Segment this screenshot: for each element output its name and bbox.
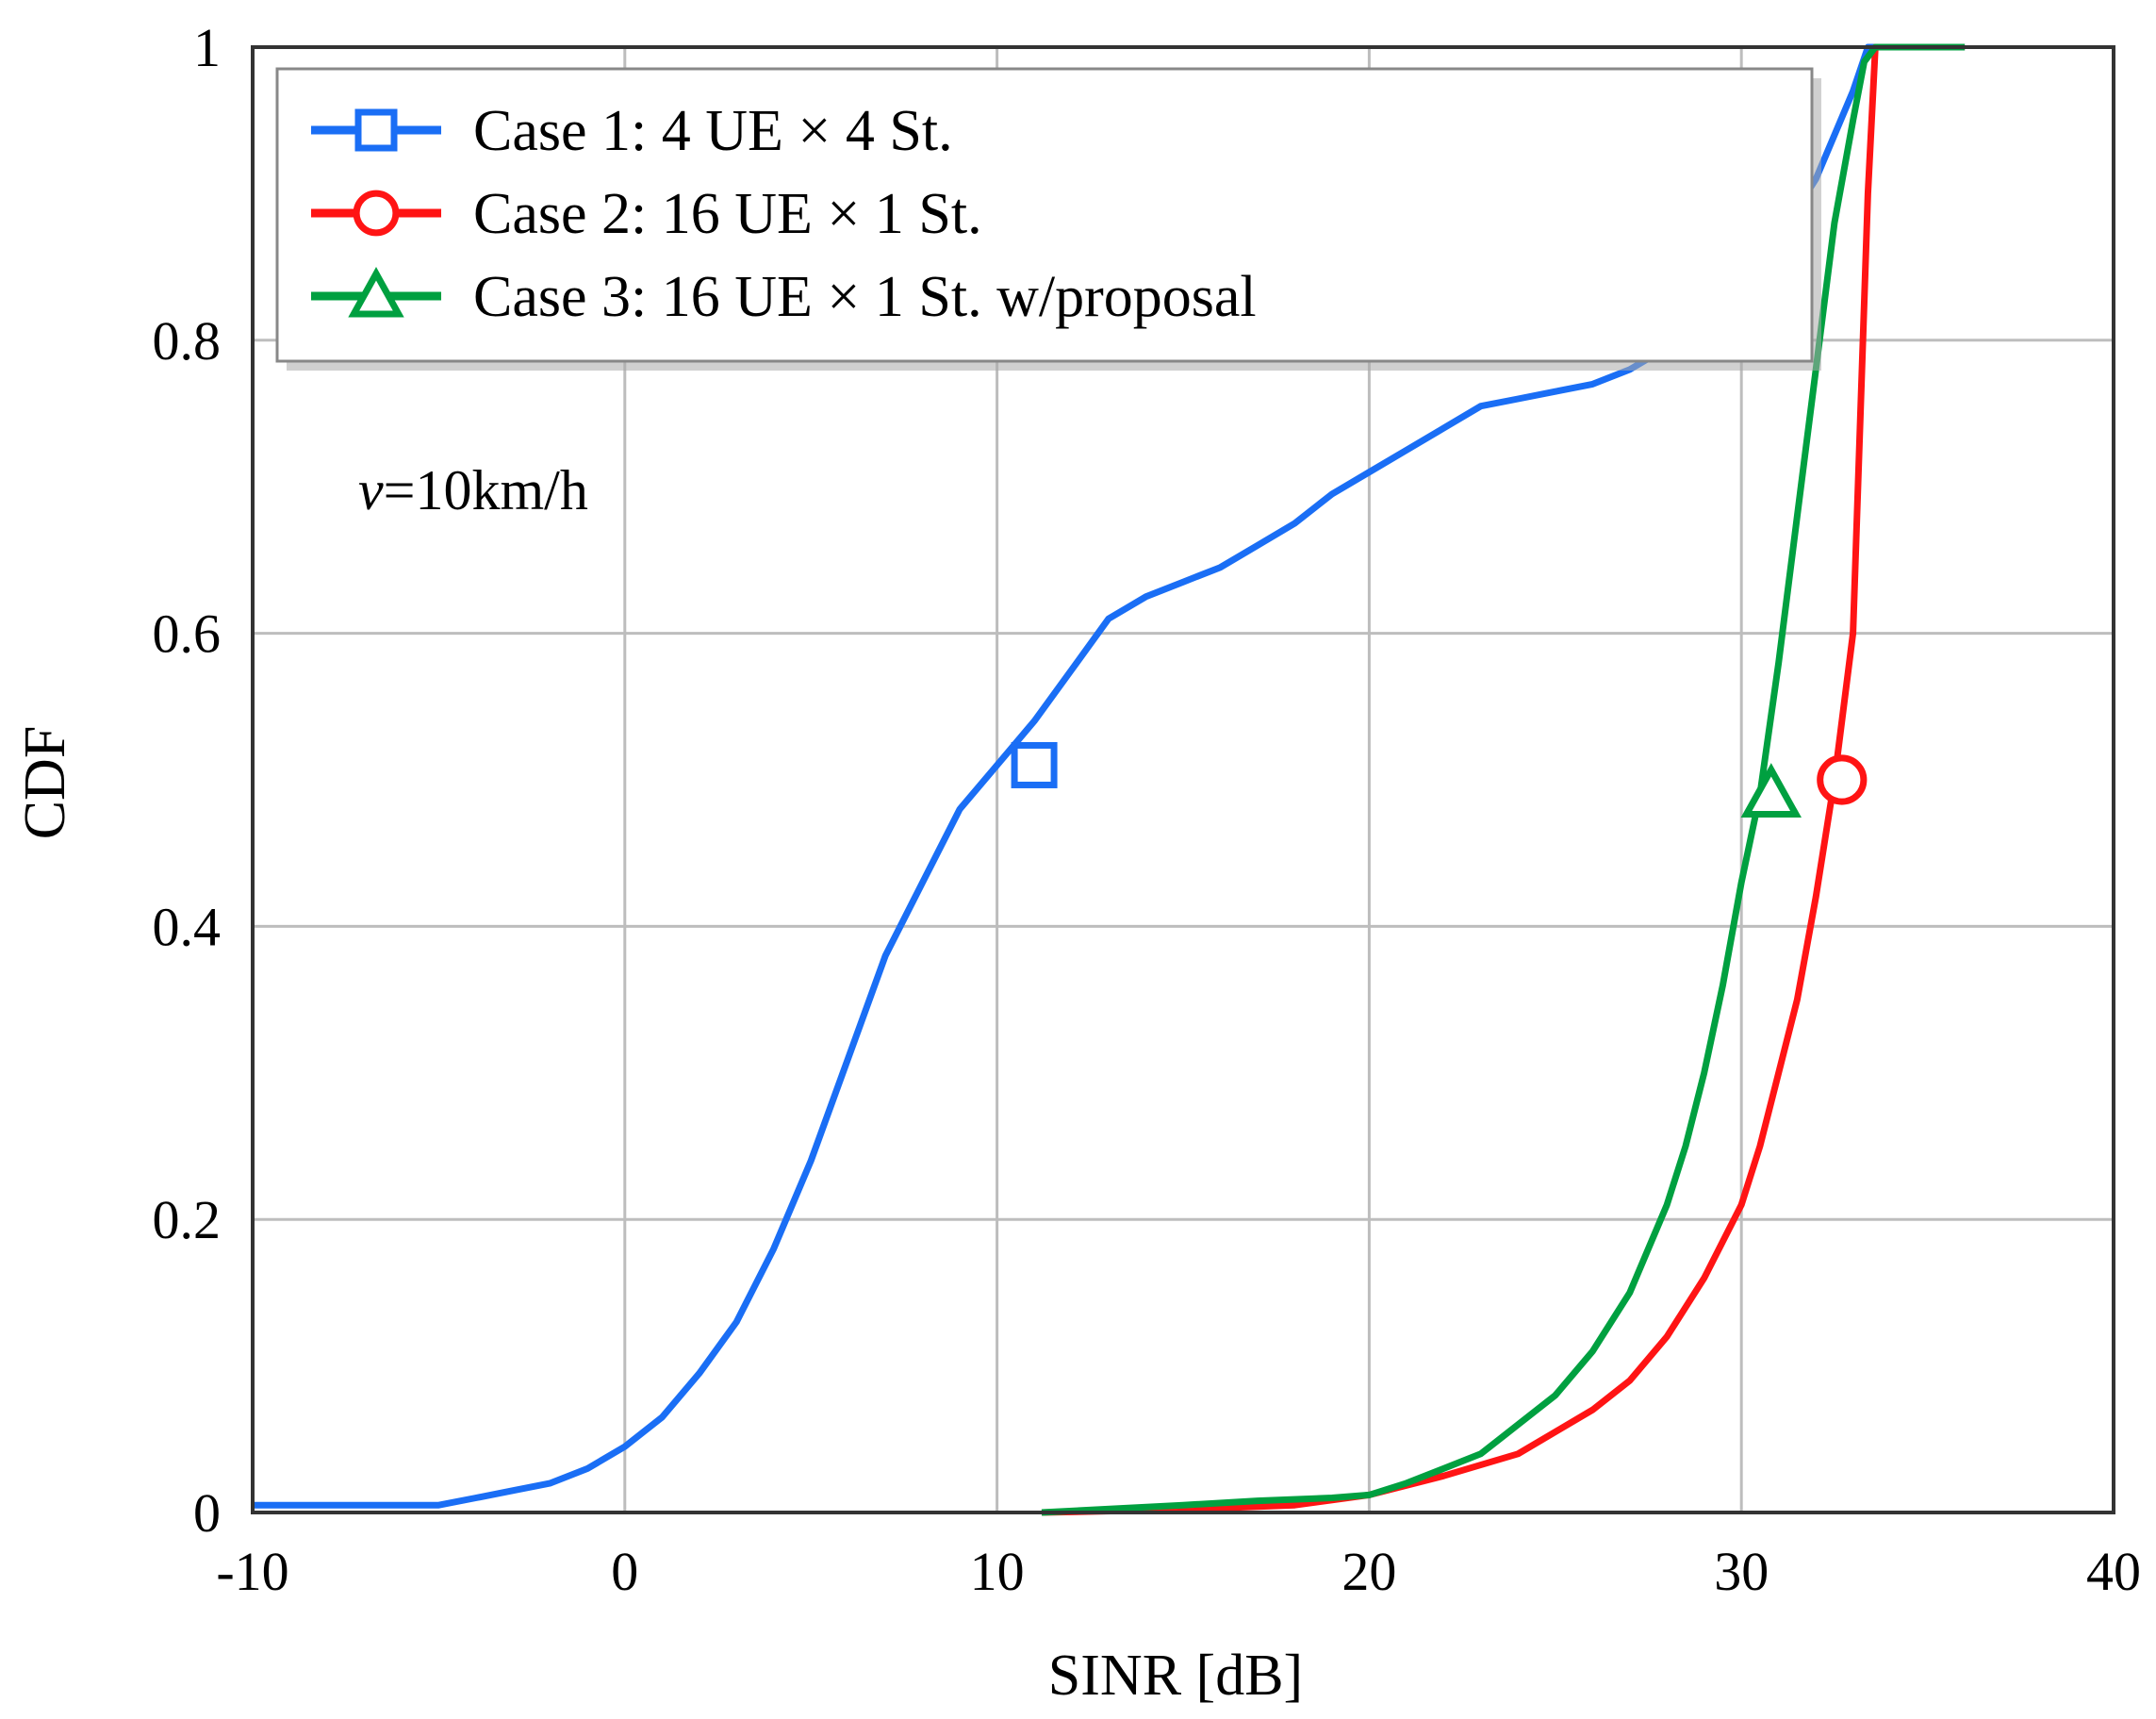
- series-marker-case-3: [1740, 763, 1802, 818]
- y-axis-title: CDF: [13, 726, 77, 840]
- series-marker-case-2: [1817, 754, 1868, 805]
- speed-annotation-var: v: [358, 459, 384, 521]
- x-tick-label: -10: [216, 1541, 288, 1602]
- x-axis-title: SINR [dB]: [1048, 1644, 1303, 1708]
- y-tick-label: 0.4: [153, 896, 222, 957]
- plot-frame: [251, 45, 2115, 1514]
- y-tick-labels: 0 0.2 0.4 0.6 0.8 1: [153, 17, 222, 1544]
- legend-marker-case-1: [354, 108, 398, 152]
- y-tick-label: 0: [193, 1482, 221, 1544]
- legend-marker-case-2: [353, 190, 400, 237]
- y-tick-label: 1: [193, 17, 221, 78]
- speed-annotation: v=10km/h: [358, 459, 588, 521]
- y-tick-label: 0.6: [153, 603, 222, 665]
- series-line-case-2: [1041, 43, 1966, 1516]
- series-markers: [1011, 741, 1868, 818]
- y-tick-label: 0.2: [153, 1189, 222, 1250]
- legend-label-case-3: Case 3: 16 UE × 1 St. w/proposal: [473, 265, 1257, 329]
- x-tick-label: 30: [1714, 1541, 1769, 1602]
- series-marker-case-1: [1011, 741, 1058, 788]
- legend-marker-case-3: [348, 267, 404, 318]
- legend: Case 1: 4 UE × 4 St. Case 2: 16 UE × 1 St…: [275, 67, 1821, 371]
- legend-label-case-1: Case 1: 4 UE × 4 St.: [473, 99, 953, 163]
- y-tick-label: 0.8: [153, 310, 222, 372]
- x-tick-label: 40: [2086, 1541, 2141, 1602]
- x-tick-label: 0: [611, 1541, 638, 1602]
- x-tick-label: 10: [970, 1541, 1025, 1602]
- series-line-case-3: [1041, 43, 1966, 1516]
- x-tick-labels: -10 0 10 20 30 40: [216, 1541, 2141, 1602]
- legend-label-case-2: Case 2: 16 UE × 1 St.: [473, 182, 982, 246]
- speed-annotation-value: =10km/h: [384, 459, 588, 521]
- x-tick-label: 20: [1341, 1541, 1396, 1602]
